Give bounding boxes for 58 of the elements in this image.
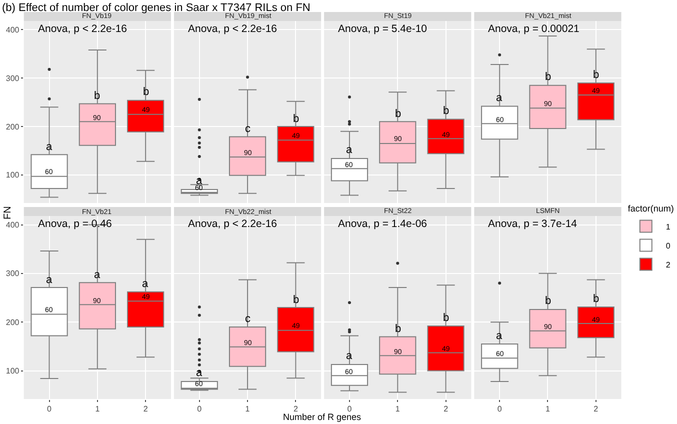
annotation: Anova, p < 2.2e-16 [188, 23, 278, 35]
legend-label: 1 [666, 222, 671, 232]
annotation: b [395, 323, 402, 335]
text: (b) Effect of number of color genes in Saar x T7347 RILs on FN [2, 2, 310, 14]
annotation: a [346, 144, 353, 156]
y-tick-label: 400 [6, 220, 20, 230]
x-tick-label: 1 [245, 404, 250, 414]
annotation: Anova, p < 2.2e-16 [188, 218, 278, 230]
legend-label: 2 [666, 260, 671, 270]
annotation: b [443, 105, 450, 117]
x-tick-label: 1 [395, 404, 400, 414]
x-tick-label: 1 [95, 404, 100, 414]
annotation: b [293, 294, 300, 306]
x-axis-title: Number of R genes [283, 412, 362, 422]
annotation: b [593, 69, 600, 81]
y-tick-label: 200 [6, 318, 20, 327]
annotation: Anova, p < 2.2e-16 [38, 23, 128, 35]
x-tick-label: 2 [143, 404, 148, 414]
annotation: b [545, 295, 552, 307]
annotation: a [142, 278, 149, 290]
y-axis-title: FN [2, 206, 14, 220]
x-tick-label: 0 [197, 404, 202, 414]
annotation: a [346, 350, 353, 362]
annotation: Anova, p = 5.4e-10 [338, 23, 428, 35]
annotation: Anova, p = 1.4e-06 [338, 218, 428, 230]
annotation: b [545, 71, 552, 83]
annotation: b [593, 293, 600, 305]
x-tick-label: 0 [497, 404, 502, 414]
annotation: b [143, 86, 150, 98]
x-tick-label: 0 [347, 404, 352, 414]
annotation: a [196, 367, 203, 379]
annotation: Anova, p = 0.46 [38, 218, 112, 230]
y-tick-label: 200 [6, 122, 20, 132]
legend-title: factor(num) [628, 204, 674, 214]
annotation: c [245, 123, 251, 135]
y-tick-label: 300 [6, 269, 20, 278]
x-tick-label: 1 [546, 404, 551, 414]
x-tick-label: 0 [47, 404, 52, 414]
annotation: b [94, 90, 100, 102]
annotation: b [395, 108, 402, 120]
annotation: Anova, p = 3.7e-14 [488, 218, 578, 230]
annotation: a [496, 92, 503, 104]
x-tick-label: 2 [444, 404, 449, 414]
legend-label: 0 [666, 241, 671, 250]
x-tick-label: 2 [293, 404, 298, 414]
x-tick-label: 2 [594, 404, 599, 414]
y-tick-label: 300 [6, 74, 20, 83]
annotation: b [443, 312, 450, 324]
y-tick-label: 400 [6, 26, 20, 35]
annotation: a [46, 274, 53, 286]
annotation: a [94, 269, 101, 281]
y-tick-label: 100 [6, 366, 20, 376]
annotation: c [245, 313, 251, 325]
annotation: a [46, 141, 53, 153]
annotation: Anova, p = 0.00021 [488, 23, 580, 35]
annotation: a [496, 330, 503, 342]
annotation: b [293, 113, 300, 125]
y-tick-label: 100 [6, 170, 20, 180]
